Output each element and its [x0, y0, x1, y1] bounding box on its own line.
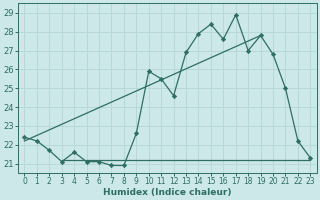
X-axis label: Humidex (Indice chaleur): Humidex (Indice chaleur) [103, 188, 232, 197]
